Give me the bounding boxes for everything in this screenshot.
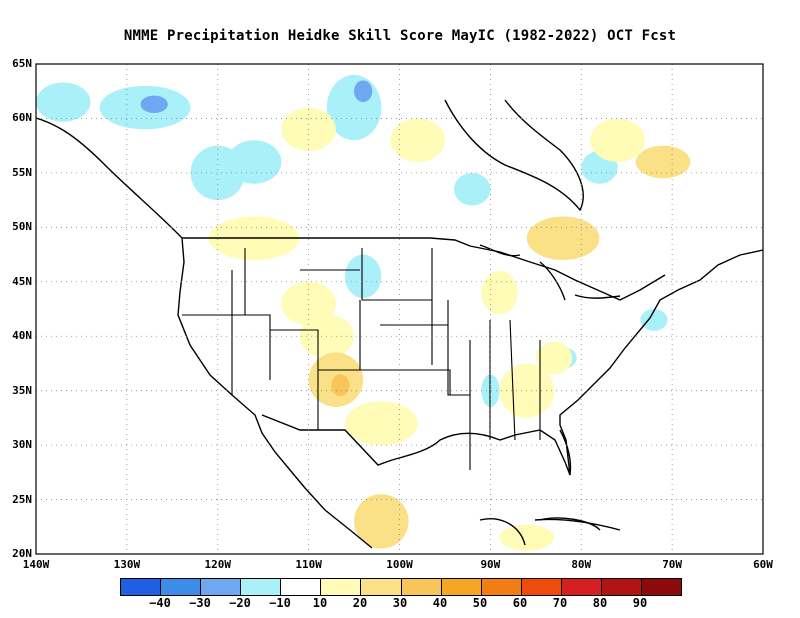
great-lakes	[479, 244, 621, 301]
legend-swatch	[321, 579, 362, 595]
skill-patch	[454, 172, 491, 206]
skill-patch	[226, 140, 282, 184]
legend-tick-label: 70	[552, 596, 568, 610]
legend-swatch	[441, 579, 482, 595]
map-frame	[35, 63, 764, 555]
legend-swatch	[521, 579, 562, 595]
skill-patch	[331, 374, 350, 397]
legend-swatch	[121, 579, 162, 595]
latitude-label: 40N	[12, 329, 32, 343]
legend-tick-label: −20	[229, 596, 251, 610]
mexico-border	[261, 414, 393, 466]
longitude-label: 60W	[753, 558, 773, 571]
legend-swatch	[481, 579, 522, 595]
gulf-coast	[391, 249, 763, 476]
legend-swatch	[561, 579, 602, 595]
latitude-label: 55N	[12, 165, 32, 179]
legend-swatch	[642, 579, 682, 595]
latitude-label: 20N	[12, 547, 32, 560]
legend-swatch	[201, 579, 242, 595]
skill-patch	[344, 254, 382, 299]
legend-tick-label: −10	[269, 596, 291, 610]
legend-tick-label: 90	[632, 596, 648, 610]
skill-patch	[499, 524, 554, 551]
florida	[559, 429, 572, 476]
legend-swatch	[161, 579, 202, 595]
longitude-label: 100W	[386, 558, 413, 571]
skill-patch	[354, 494, 409, 549]
legend-tick-label: 60	[512, 596, 528, 610]
longitude-label: 70W	[662, 558, 683, 571]
latitude-label: 50N	[12, 220, 32, 234]
legend-swatch	[601, 579, 643, 595]
hudson-bay	[444, 99, 584, 212]
legend-swatch	[281, 579, 322, 595]
latitude-label: 45N	[12, 274, 32, 288]
legend-swatch	[241, 579, 282, 595]
skill-patch	[140, 95, 168, 113]
longitude-label: 130W	[113, 558, 141, 571]
skill-patch	[590, 118, 645, 162]
legend-tick-label: 20	[352, 596, 368, 610]
skill-patch	[535, 341, 573, 375]
legend-tick-label: 10	[312, 596, 328, 610]
legend-tick-label: −40	[149, 596, 171, 610]
latitude-label: 60N	[12, 111, 32, 125]
latitude-label: 65N	[12, 57, 32, 70]
skill-patch	[36, 82, 91, 122]
longitude-label: 140W	[22, 558, 50, 571]
longitude-label: 80W	[571, 558, 592, 571]
north-america-coastline	[36, 117, 373, 549]
skill-patch	[640, 309, 668, 331]
latitude-label: 35N	[12, 383, 32, 397]
skill-patch	[390, 118, 445, 162]
skill-patch	[344, 401, 418, 446]
legend-tick-label: 30	[392, 596, 408, 610]
skill-shading-layer	[36, 74, 691, 551]
skill-patch	[526, 216, 600, 260]
us-canada-border	[182, 237, 666, 301]
color-legend	[120, 578, 682, 596]
skill-patch	[354, 80, 373, 103]
longitude-label: 110W	[295, 558, 322, 571]
state-borders	[182, 248, 541, 470]
longitude-label: 120W	[204, 558, 232, 571]
cuba	[534, 518, 621, 531]
legend-tick-label: 40	[432, 596, 448, 610]
legend-swatch	[361, 579, 402, 595]
legend-tick-label: 50	[472, 596, 488, 610]
map-title: NMME Precipitation Heidke Skill Score Ma…	[123, 28, 677, 44]
legend-tick-label: −30	[189, 596, 211, 610]
legend-tick-label: 80	[592, 596, 608, 610]
graticule	[36, 64, 763, 554]
skill-patch	[481, 270, 518, 315]
latitude-label: 25N	[12, 492, 32, 506]
skill-patch	[281, 281, 336, 326]
longitude-label: 90W	[480, 558, 501, 571]
legend-swatch	[401, 579, 442, 595]
skill-patch	[635, 145, 691, 179]
latitude-label: 30N	[12, 438, 32, 452]
